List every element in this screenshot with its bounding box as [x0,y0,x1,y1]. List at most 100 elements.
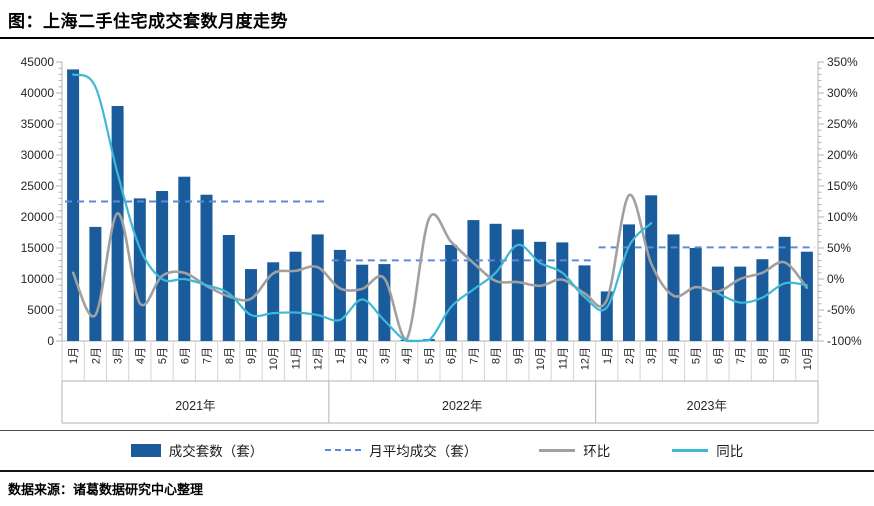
month-label: 2月 [357,347,369,364]
month-label: 6月 [446,347,458,364]
volume-bar [711,266,724,341]
left-axis-tick: 10000 [21,272,55,286]
left-axis-tick: 5000 [27,303,54,317]
volume-bar [756,259,769,341]
right-axis-tick: 350% [827,55,858,69]
volume-bar [267,262,280,341]
month-label: 3月 [646,347,658,364]
volume-bar [333,249,346,341]
left-axis-tick: 35000 [21,117,55,131]
left-axis-tick: 15000 [21,241,55,255]
volume-bar [734,266,747,341]
year-label: 2022年 [442,399,482,413]
volume-bar [178,176,191,341]
month-label: 7月 [735,347,747,364]
volume-bar [778,236,791,341]
volume-bar [489,223,502,341]
right-axis-tick: 0% [827,272,845,286]
month-label: 5月 [691,347,703,364]
legend-label-yoy: 同比 [716,444,744,459]
yoy-swatch [672,448,709,452]
right-axis-tick: 50% [827,241,851,255]
month-label: 12月 [313,347,325,370]
month-label: 3月 [379,347,391,364]
monthly-avg-swatch [325,449,362,451]
volume-bar [245,269,257,341]
data-source-note: 数据来源：诸葛数据研究中心整理 [8,482,204,497]
yoy-line [72,73,808,343]
volume-bar [578,265,591,341]
right-axis-tick: -50% [827,303,855,317]
volume-bar [534,241,547,341]
month-label: 3月 [113,347,125,364]
month-label: 10月 [802,347,814,370]
mom-swatch [539,448,576,452]
month-label: 7月 [202,347,214,364]
volume-bar [200,194,213,341]
month-label: 10月 [268,347,280,370]
month-label: 4月 [402,347,414,364]
legend-item-yoy: 同比 [672,440,743,460]
month-label: 5月 [157,347,169,364]
month-label: 4月 [669,347,681,364]
month-label: 8月 [224,347,236,364]
legend-item-volume: 成交套数（套） [130,440,264,460]
month-label: 5月 [424,347,436,364]
monthly-avg-lines [65,200,815,262]
volume-bar [356,264,369,341]
month-label: 8月 [757,347,769,364]
month-label: 10月 [535,347,547,370]
right-axis-tick: 100% [827,210,858,224]
chart-legend: 成交套数（套） 月平均成交（套） 环比 同比 [0,431,874,470]
volume-bar [689,248,702,341]
volume-bar [511,229,524,341]
volume-bar [67,69,80,342]
volume-bar [645,195,658,341]
volume-bar [89,226,102,341]
left-axis-tick: 45000 [21,55,55,69]
left-axis-tick: 25000 [21,179,55,193]
year-label: 2023年 [687,399,727,413]
month-label: 9月 [780,347,792,364]
legend-label-monthly-avg: 月平均成交（套） [369,444,478,459]
axis-bottom-rule [0,430,874,431]
legend-item-monthly-avg: 月平均成交（套） [325,440,477,460]
volume-bar [623,224,635,341]
month-label: 11月 [291,347,303,369]
volume-bar [556,242,569,341]
month-label: 8月 [491,347,503,364]
left-axis-tick: 0 [47,334,54,348]
month-label: 7月 [468,347,480,364]
right-axis-tick: -100% [827,334,862,348]
right-axis-tick: 250% [827,117,858,131]
volume-bars [67,69,813,342]
left-axis-tick: 30000 [21,148,55,162]
legend-item-mom: 环比 [539,440,610,460]
month-label: 9月 [513,347,525,364]
volume-bar [222,235,235,341]
month-label: 1月 [335,347,347,364]
month-label: 2月 [90,347,102,364]
legend-label-volume: 成交套数（套） [168,444,264,459]
volume-swatch [130,443,161,457]
month-label: 6月 [179,347,191,364]
right-axis-tick: 200% [827,148,858,162]
month-label: 12月 [580,347,592,370]
volume-bar [311,234,324,341]
month-axis-band: 1月 2月 3月 4月 5月 6月 7月 8月 9月 10月 11月 12月 1月 2月 3月 4月 5月 6月 7… [61,341,819,424]
volume-bar [800,251,813,341]
left-axis-tick: 40000 [21,86,55,100]
volume-bar [667,234,680,341]
volume-bar [156,191,169,341]
volume-bar [133,198,146,341]
source-separator-rule [0,470,874,472]
left-axis-tick: 20000 [21,210,55,224]
right-axis-tick: 150% [827,179,858,193]
month-label: 1月 [68,347,80,364]
month-label: 1月 [602,347,614,364]
volume-bar [467,220,480,341]
month-label: 4月 [135,347,147,364]
chart-title: 图：上海二手住宅成交套数月度走势 [0,0,874,39]
mom-line [71,193,809,341]
